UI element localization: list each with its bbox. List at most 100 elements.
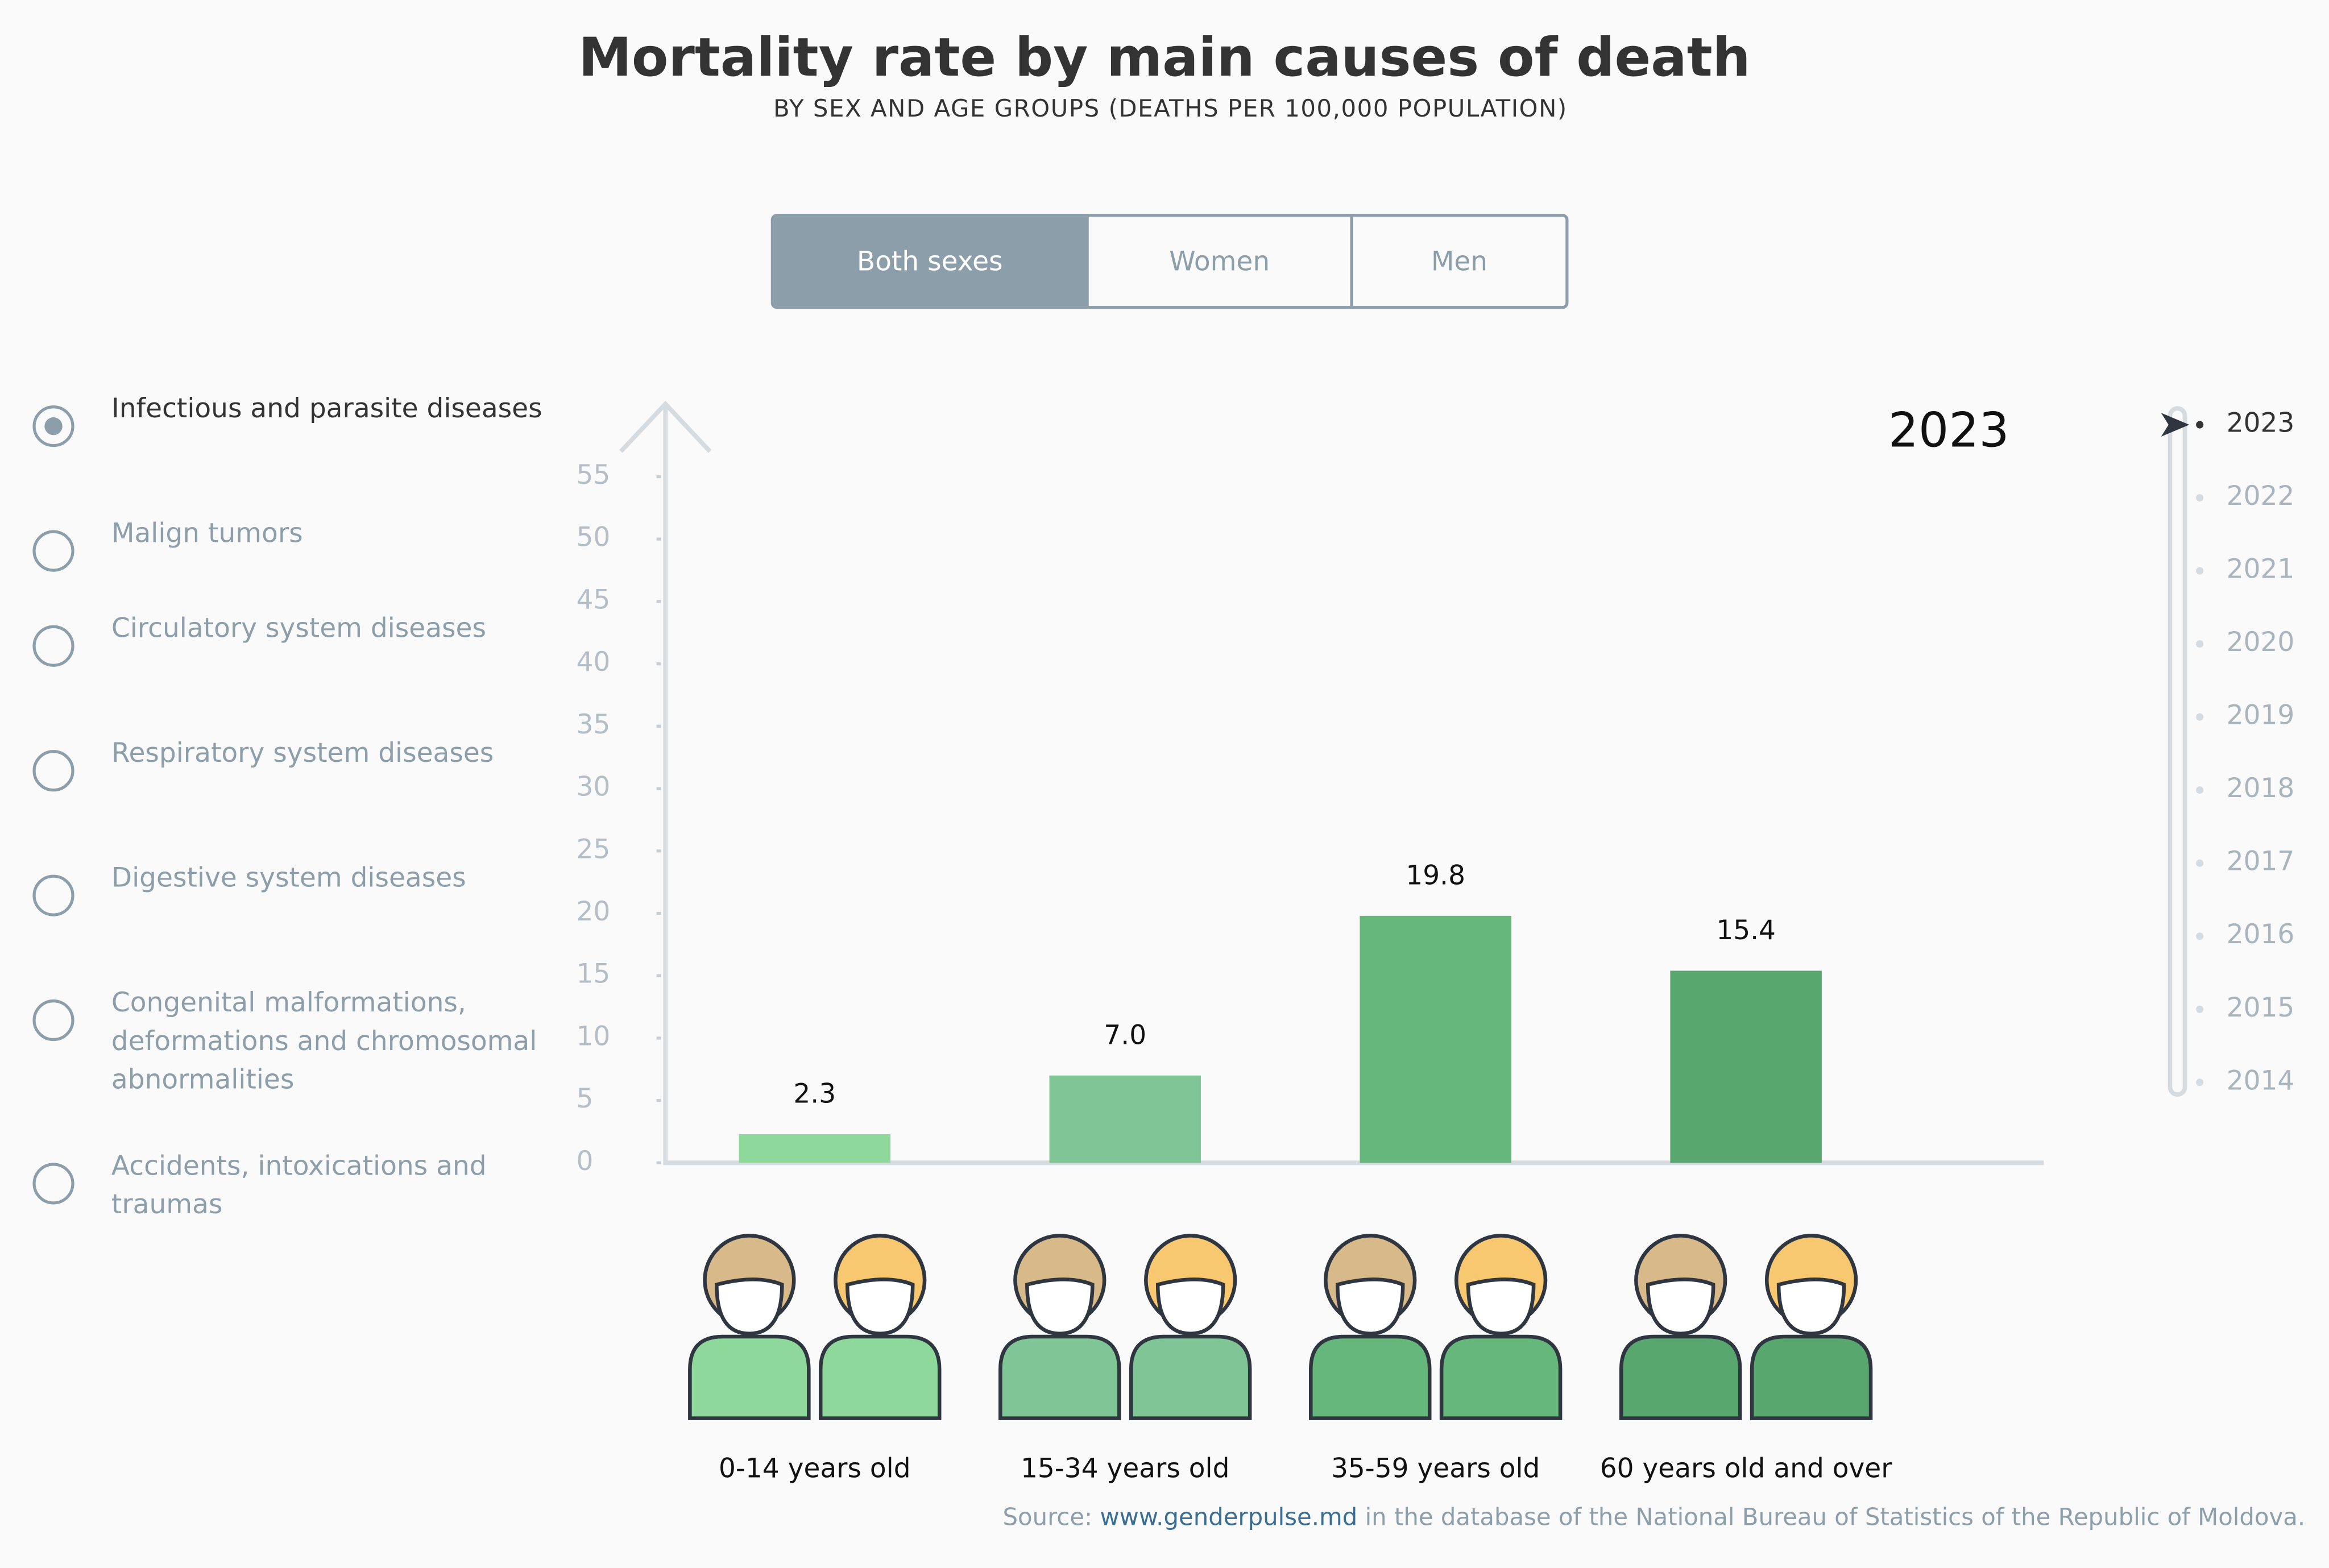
cause-option[interactable]: Accidents, intoxications and traumas (32, 1151, 557, 1225)
value-label: 2.3 (793, 1078, 836, 1109)
cause-label: Congenital malformations, deformations a… (111, 988, 537, 1096)
sex-tab[interactable]: Men (1350, 217, 1565, 306)
person-hair (1634, 1234, 1727, 1327)
year-option: 2021 (2227, 554, 2295, 585)
sex-tabs: Both sexes Women Men (770, 214, 1569, 309)
value-label: 7.0 (1104, 1019, 1146, 1051)
person-hair (1013, 1234, 1107, 1327)
year-dot (2196, 713, 2204, 721)
year-pointer (2161, 413, 2190, 437)
person-face (1466, 1277, 1536, 1336)
person-hair (1454, 1234, 1548, 1327)
radio-button[interactable] (32, 874, 74, 916)
x-tick-label: 15-34 years old (1021, 1453, 1229, 1484)
year-option: 2018 (2227, 773, 2295, 804)
x-tick-label: 60 years old and over (1600, 1453, 1892, 1484)
cause-option[interactable]: Respiratory system diseases (32, 738, 557, 792)
x-tick-label: 35-59 years old (1331, 1453, 1540, 1484)
person-body (688, 1334, 811, 1420)
cause-option[interactable]: Malign tumors (32, 518, 557, 572)
year-option: 2022 (2227, 480, 2295, 512)
person-face (1646, 1277, 1715, 1336)
person-face (1336, 1277, 1405, 1336)
bar (739, 1134, 891, 1163)
cause-label: Digestive system diseases (111, 862, 466, 894)
year-track (2168, 406, 2187, 1097)
year-dot (2196, 1078, 2204, 1086)
person-hair (834, 1234, 927, 1327)
cause-option[interactable]: Congenital malformations, deformations a… (32, 988, 557, 1100)
radio-button[interactable] (32, 530, 74, 572)
year-dot (2196, 421, 2204, 429)
sex-tab[interactable]: Women (1085, 217, 1350, 306)
year-label: 2023 (1888, 403, 2009, 458)
year-option: 2015 (2227, 992, 2295, 1023)
radio-button[interactable] (32, 750, 74, 792)
y-tick-label: 10 (577, 1021, 611, 1052)
source: Source: www.genderpulse.md in the databa… (1003, 1503, 2306, 1532)
person-face (1025, 1277, 1095, 1336)
person-face (845, 1277, 915, 1336)
radio-button[interactable] (32, 1163, 74, 1205)
year-dot (2196, 567, 2204, 575)
person-hair (1144, 1234, 1237, 1327)
person-body (1439, 1334, 1563, 1420)
person-face (1155, 1277, 1225, 1336)
radio-button[interactable] (32, 999, 74, 1042)
person-body (1129, 1334, 1252, 1420)
cause-option[interactable]: Infectious and parasite diseases (32, 393, 557, 447)
cause-label: Accidents, intoxications and traumas (111, 1151, 487, 1221)
y-tick-label: 15 (577, 959, 611, 990)
person-body (1750, 1334, 1873, 1420)
person-body (818, 1334, 942, 1420)
chart-subtitle: BY SEX AND AGE GROUPS (DEATHS PER 100,00… (773, 94, 1568, 122)
cause-label: Respiratory system diseases (111, 738, 494, 770)
y-tick-label: 0 (577, 1146, 594, 1177)
y-tick-label: 30 (577, 771, 611, 803)
source-link[interactable]: www.genderpulse.md (1100, 1503, 1358, 1532)
person-face (715, 1277, 784, 1336)
cause-label: Malign tumors (111, 518, 303, 550)
cause-option[interactable]: Circulatory system diseases (32, 613, 557, 667)
sex-tab[interactable]: Both sexes (773, 217, 1086, 306)
year-dot (2196, 859, 2204, 867)
y-tick-label: 45 (577, 584, 611, 615)
y-tick-label: 55 (577, 459, 611, 491)
person-hair (1764, 1234, 1858, 1327)
radio-button[interactable] (32, 405, 74, 447)
year-option: 2017 (2227, 846, 2295, 877)
year-dot (2196, 1005, 2204, 1013)
bar (1360, 915, 1511, 1163)
year-dot (2196, 494, 2204, 502)
year-option: 2020 (2227, 627, 2295, 658)
year-option: 2023 (2227, 408, 2295, 439)
cause-option[interactable]: Digestive system diseases (32, 863, 557, 916)
bar (1049, 1075, 1201, 1163)
cause-label: Circulatory system diseases (111, 613, 486, 645)
year-option: 2014 (2227, 1065, 2295, 1096)
value-label: 15.4 (1716, 915, 1776, 946)
y-tick-label: 40 (577, 646, 611, 678)
y-tick-label: 25 (577, 833, 611, 865)
year-dot (2196, 640, 2204, 648)
year-option: 2016 (2227, 919, 2295, 950)
y-tick-label: 35 (577, 709, 611, 740)
radio-button[interactable] (32, 625, 74, 667)
year-dot (2196, 786, 2204, 794)
year-option: 2019 (2227, 700, 2295, 731)
y-tick-label: 20 (577, 896, 611, 927)
source-text: in the database of the National Bureau o… (1365, 1503, 2306, 1532)
year-dot (2196, 932, 2204, 940)
y-tick-label: 50 (577, 522, 611, 553)
person-face (1776, 1277, 1846, 1336)
x-tick-label: 0-14 years old (719, 1453, 911, 1484)
person-body (1309, 1334, 1432, 1420)
person-body (1619, 1334, 1742, 1420)
person-body (998, 1334, 1121, 1420)
value-label: 19.8 (1406, 860, 1465, 891)
y-tick-label: 5 (577, 1083, 594, 1114)
source-prefix: Source: (1002, 1503, 1093, 1532)
axes (619, 400, 2044, 1165)
